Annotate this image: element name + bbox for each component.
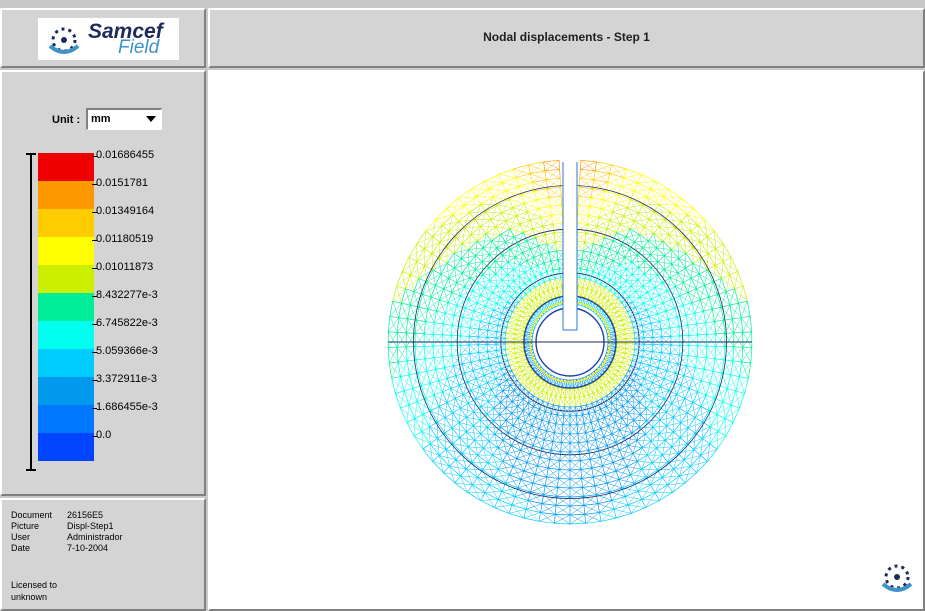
info-row-picture: Picture Displ-Step1 <box>11 521 114 531</box>
color-scale-tick <box>92 240 97 241</box>
color-scale-label: 0.01011873 <box>96 261 154 273</box>
info-panel: Document 26156E5 Picture Displ-Step1 User A… <box>0 498 206 611</box>
info-row-user: User Administrador <box>11 532 123 542</box>
color-scale-label: 6.745822e-3 <box>96 317 158 329</box>
color-swatch <box>38 181 94 209</box>
color-swatch <box>38 209 94 237</box>
color-swatch <box>38 265 94 293</box>
info-value: Displ-Step1 <box>67 521 114 531</box>
logo-text-field: Field <box>118 37 160 58</box>
info-row-document: Document 26156E5 <box>11 510 103 520</box>
info-value: 7-10-2004 <box>67 543 109 553</box>
fem-mesh-view[interactable] <box>210 72 923 609</box>
info-key: Date <box>11 543 31 553</box>
info-value: Administrador <box>67 532 123 542</box>
color-scale-tick <box>92 436 97 437</box>
samcef-logo-icon <box>48 27 80 54</box>
samcef-logo: Samcef Field <box>38 18 179 60</box>
color-scale-label: 5.059366e-3 <box>96 345 158 357</box>
color-scale-label: 0.0 <box>96 429 112 441</box>
license-line-1: Licensed to <box>11 580 58 590</box>
unit-label: Unit : <box>52 114 81 126</box>
color-swatch <box>38 321 94 349</box>
color-scale-label: 0.01686455 <box>96 149 155 161</box>
color-scale-label: 1.686455e-3 <box>96 401 158 413</box>
color-scale-tick <box>92 212 97 213</box>
color-scale-tick <box>92 352 97 353</box>
color-swatch <box>38 377 94 405</box>
color-scale-tick <box>92 156 97 157</box>
range-bracket <box>26 153 36 471</box>
color-scale-tick <box>92 380 97 381</box>
color-scale <box>38 153 94 465</box>
color-scale-label: 0.01349164 <box>96 205 155 217</box>
color-scale-label: 3.372911e-3 <box>96 373 157 385</box>
color-scale-tick <box>92 296 97 297</box>
color-swatch <box>38 293 94 321</box>
chevron-down-icon[interactable] <box>146 116 156 122</box>
color-scale-label: 0.0151781 <box>96 177 148 189</box>
title-panel: Nodal displacements - Step 1 <box>208 8 925 68</box>
color-scale-label: 8.432277e-3 <box>96 289 158 301</box>
color-scale-tick <box>92 184 97 185</box>
color-swatch <box>38 153 94 181</box>
logo-text-samcef: Samcef <box>88 20 163 43</box>
color-scale-tick <box>92 268 97 269</box>
legend-panel: Unit : mm 0.01686455 0.0151781 0.01349164 0… <box>0 70 206 496</box>
color-swatch <box>38 237 94 265</box>
samcef-logo-icon <box>881 564 913 592</box>
mesh-elements <box>387 156 753 525</box>
color-scale-tick <box>92 408 97 409</box>
info-value: 26156E5 <box>67 510 104 520</box>
info-key: Picture <box>11 521 40 531</box>
unit-dropdown[interactable]: mm <box>86 108 162 130</box>
color-scale-tick <box>92 324 97 325</box>
viewport[interactable] <box>208 70 925 611</box>
license-text: Licensed to unknown <box>11 579 57 603</box>
info-row-date: Date 7-10-2004 <box>11 543 108 553</box>
unit-dropdown-value: mm <box>91 113 111 125</box>
logo-panel: Samcef Field <box>0 8 206 68</box>
color-swatch <box>38 433 94 461</box>
color-swatch <box>38 349 94 377</box>
color-scale-label: 0.01180519 <box>96 233 154 245</box>
info-key: User <box>11 532 31 542</box>
page-title: Nodal displacements - Step 1 <box>483 30 650 44</box>
color-swatch <box>38 405 94 433</box>
license-line-2: unknown <box>11 592 48 602</box>
info-key: Document <box>11 510 53 520</box>
